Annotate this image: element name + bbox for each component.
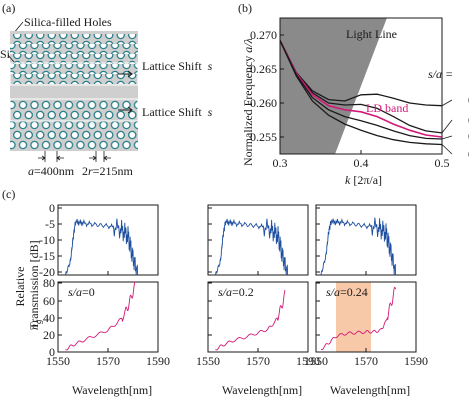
c-xtick-label-1-0: 1550 bbox=[196, 354, 220, 368]
panel-a: (a) Silica-filled Holes Si Lattice Shift bbox=[0, 1, 213, 178]
b-xtick-label-0: 0.3 bbox=[273, 156, 288, 170]
band-line-0 bbox=[280, 40, 442, 107]
panel-c-ylabel-top: Relative Transmission [dB] bbox=[13, 240, 41, 329]
c-xtick-label-0-1: 1570 bbox=[96, 354, 120, 368]
c-xlabel-2: Wavelength[nm] bbox=[330, 383, 410, 397]
transmission-curve-1 bbox=[215, 218, 289, 276]
shift-arrow-top bbox=[118, 70, 133, 78]
panel-b-y-ticks: 0.255 0.260 0.265 0.270 bbox=[250, 28, 284, 144]
lattice-shift-top: Lattice Shift s bbox=[142, 59, 213, 73]
c-xlabel-1: Wavelength[nm] bbox=[222, 383, 302, 397]
transmission-curve-2 bbox=[320, 217, 397, 276]
group-index-curve-1 bbox=[215, 289, 286, 351]
transmission-frame-1 bbox=[207, 204, 309, 276]
sa-header: s/a = bbox=[428, 67, 453, 81]
c-bot-ytick-label-0: 80 bbox=[43, 276, 55, 290]
b-ytick-label-1: 0.260 bbox=[250, 96, 277, 110]
dimension-marks bbox=[38, 151, 111, 162]
sa-leader-0 bbox=[441, 99, 453, 107]
b-ytick-label-0: 0.255 bbox=[250, 130, 277, 144]
c-xtick-label-2-2: 1590 bbox=[404, 354, 428, 368]
group-index-curve-2 bbox=[320, 286, 397, 351]
panel-b: (b) Light Line LD band 0.2550.2600.2650.… bbox=[238, 1, 469, 187]
band-curves bbox=[280, 40, 442, 146]
panel-b-xlabel: k [2π/a] bbox=[345, 173, 382, 187]
c-xlabel-0: Wavelength[nm] bbox=[72, 383, 152, 397]
c-top-ytick-label-4: -20 bbox=[39, 265, 55, 279]
sa-leader-1 bbox=[441, 119, 453, 134]
c-xtick-label-0-2: 1590 bbox=[146, 354, 170, 368]
panel-c-ylabel-bottom: ng bbox=[27, 319, 43, 330]
panel-c-label: (c) bbox=[2, 187, 15, 201]
photonic-crystal-holes bbox=[10, 34, 138, 150]
lattice-constant-label: a=400nm bbox=[28, 164, 75, 178]
c-xtick-label-2-1: 1570 bbox=[354, 354, 378, 368]
transmission-frame-2 bbox=[315, 204, 417, 276]
c-top-ytick-label-0: 0 bbox=[49, 201, 55, 215]
lattice-shift-box-bottom bbox=[9, 98, 139, 122]
band-line-4 bbox=[280, 40, 442, 146]
waveguide-core bbox=[10, 86, 138, 98]
c-bot-ytick-label-3: 20 bbox=[43, 328, 55, 342]
holes-annotation: Silica-filled Holes bbox=[24, 15, 112, 29]
c-top-ytick-label-2: -10 bbox=[39, 233, 55, 247]
c-top-ytick-label-1: -5 bbox=[45, 217, 55, 231]
transmission-and-group-index-plots: s/a=0 1550 1570 1590 Wavelength[nm] s/a=0.2 15… bbox=[39, 201, 428, 397]
transmission-curve-0 bbox=[65, 218, 139, 276]
lattice-shift-box-top bbox=[9, 62, 139, 86]
flat-band-highlight bbox=[336, 282, 371, 352]
sa-label-2: s/a=0.24 bbox=[326, 285, 368, 299]
band-line-1 bbox=[280, 40, 442, 134]
hole-diameter-label: 2r=215nm bbox=[82, 164, 133, 178]
panel-a-label: (a) bbox=[2, 1, 15, 15]
c-xtick-label-1-1: 1570 bbox=[246, 354, 270, 368]
light-line-label: Light Line bbox=[346, 27, 397, 41]
b-ytick-label-2: 0.265 bbox=[250, 62, 277, 76]
c-bot-ytick-label-2: 40 bbox=[43, 311, 55, 325]
shift-arrow-bottom bbox=[118, 106, 133, 114]
c-bot-ytick-label-1: 60 bbox=[43, 294, 55, 308]
panel-c: (c) Relative Transmission [dB] ng s/a=0 1… bbox=[2, 187, 428, 397]
c-xtick-label-0-0: 1550 bbox=[46, 354, 70, 368]
lattice-shift-bottom: Lattice Shift s bbox=[142, 105, 213, 119]
b-xtick-label-2: 0.5 bbox=[435, 156, 450, 170]
sa-legend: 0.450.380.330 bbox=[441, 93, 469, 161]
light-line-region bbox=[280, 18, 387, 154]
sa-leader-3 bbox=[441, 144, 453, 155]
panel-b-x-ticks: 0.3 0.4 0.5 bbox=[273, 150, 450, 170]
panel-b-label: (b) bbox=[238, 1, 252, 15]
ld-band-label: LD band bbox=[366, 101, 408, 115]
si-label: Si bbox=[0, 47, 11, 61]
panel-b-ylabel: Normalized Frequency a/λ bbox=[241, 38, 255, 166]
c-top-ytick-label-3: -15 bbox=[39, 249, 55, 263]
sa-label-0: s/a=0 bbox=[68, 285, 95, 299]
c-xtick-label-2-0: 1550 bbox=[304, 354, 328, 368]
band-line-2 bbox=[280, 40, 442, 138]
group-index-curve-0 bbox=[65, 281, 136, 351]
si-leader bbox=[7, 54, 15, 63]
b-xtick-label-1: 0.4 bbox=[354, 156, 369, 170]
band-line-3 bbox=[280, 40, 442, 140]
sa-label-1: s/a=0.2 bbox=[218, 285, 254, 299]
c-bot-ytick-label-4: 0 bbox=[49, 345, 55, 359]
b-ytick-label-3: 0.270 bbox=[250, 28, 277, 42]
sa-leader-2 bbox=[441, 135, 453, 140]
c-xtick-label-1-2: 1590 bbox=[296, 354, 320, 368]
